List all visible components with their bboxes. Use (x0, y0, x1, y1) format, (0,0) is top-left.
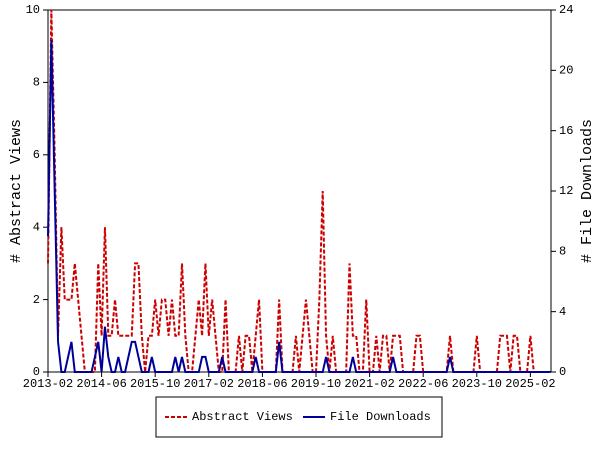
y2-tick-label: 4 (559, 305, 566, 319)
y2-tick-label: 8 (559, 245, 566, 259)
x-tick-label: 2013-02 (23, 377, 73, 391)
y2-tick-label: 0 (559, 365, 566, 379)
series-line (47, 9, 551, 373)
series-line (47, 40, 551, 373)
x-tick-label: 2019-10 (291, 377, 341, 391)
y2-axis-title: # File Downloads (579, 119, 596, 263)
legend-box (155, 396, 443, 438)
plot-frame (47, 9, 552, 373)
y2-tick-label: 16 (559, 124, 573, 138)
x-tick-label: 2023-10 (452, 377, 502, 391)
y-axis-title: # Abstract Views (8, 119, 25, 263)
y-tick-label: 10 (26, 3, 40, 17)
x-tick-label: 2022-06 (398, 377, 448, 391)
x-tick-label: 2017-02 (184, 377, 234, 391)
x-tick-label: 2025-02 (505, 377, 555, 391)
x-tick-label: 2021-02 (344, 377, 394, 391)
y-tick-label: 0 (33, 365, 40, 379)
legend-label: File Downloads (330, 410, 431, 424)
y-tick-label: 6 (33, 148, 40, 162)
x-tick-label: 2018-06 (237, 377, 287, 391)
x-tick-label: 2015-10 (130, 377, 180, 391)
y-tick-label: 2 (33, 293, 40, 307)
y-tick-label: 4 (33, 220, 40, 234)
y2-tick-label: 12 (559, 184, 573, 198)
legend-label: Abstract Views (192, 410, 293, 424)
y2-tick-label: 24 (559, 3, 573, 17)
x-tick-label: 2014-06 (76, 377, 126, 391)
y-tick-label: 8 (33, 76, 40, 90)
y2-tick-label: 20 (559, 64, 573, 78)
